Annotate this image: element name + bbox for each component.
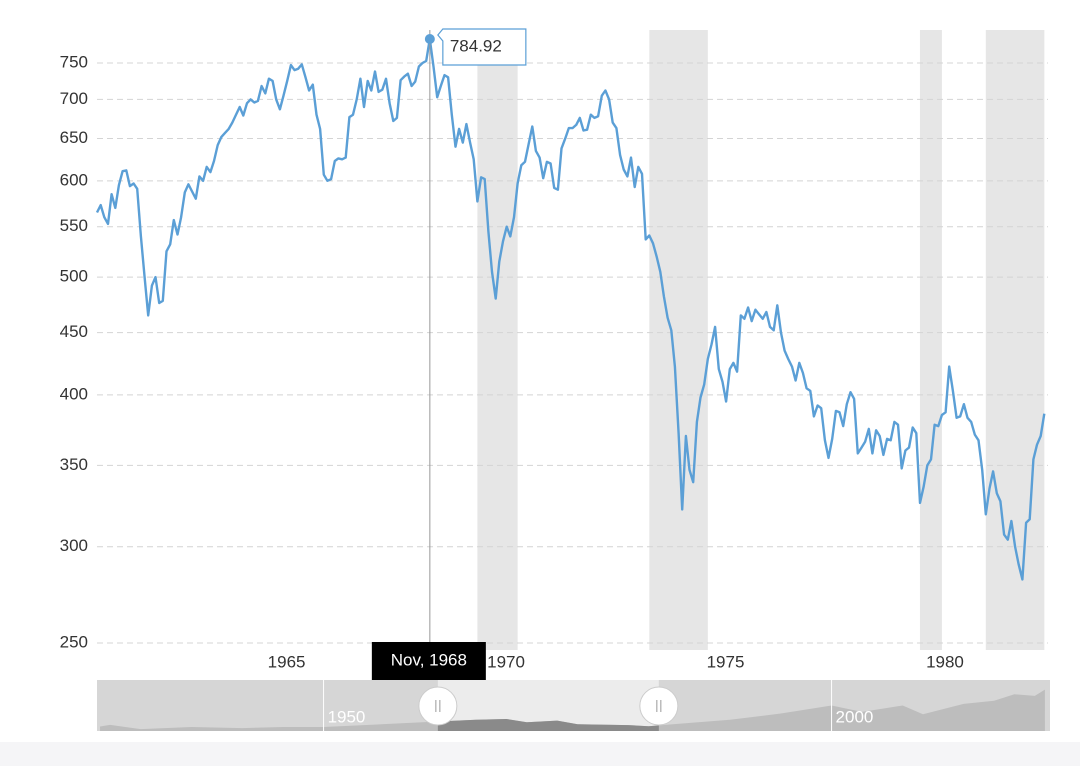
y-tick-label: 450 — [60, 322, 88, 341]
shaded-period — [477, 30, 518, 650]
crosshair-label-box — [371, 642, 486, 680]
y-tick-label: 250 — [60, 632, 88, 651]
navigator-tick-label: 1950 — [328, 707, 366, 726]
y-tick-label: 300 — [60, 536, 88, 555]
navigator-area-selected — [437, 719, 659, 731]
navigator-tick-label: 2000 — [836, 707, 874, 726]
y-tick-label: 350 — [60, 455, 88, 474]
tooltip-box — [437, 28, 527, 66]
series-line — [95, 37, 1046, 581]
y-tick-label: 500 — [60, 267, 88, 286]
navigator-handle[interactable] — [639, 686, 679, 726]
x-tick-label: 1965 — [268, 652, 306, 671]
shaded-period — [919, 30, 942, 650]
crosshair-label: Nov, 1968 — [391, 650, 467, 669]
navigator-handle[interactable] — [418, 686, 458, 726]
y-tick-label: 400 — [60, 384, 88, 403]
footer-strip — [0, 742, 1080, 766]
y-tick-label: 700 — [60, 89, 88, 108]
y-tick-label: 650 — [60, 128, 88, 147]
shaded-period — [649, 30, 708, 650]
navigator-area — [100, 689, 1045, 731]
y-tick-label: 600 — [60, 170, 88, 189]
shaded-period — [985, 30, 1045, 650]
x-tick-label: 1970 — [487, 652, 525, 671]
hover-point — [424, 33, 435, 44]
tooltip-value: 784.92 — [450, 36, 502, 55]
y-tick-label: 550 — [60, 216, 88, 235]
x-tick-label: 1980 — [926, 652, 964, 671]
x-tick-label: 1975 — [707, 652, 745, 671]
y-tick-label: 750 — [60, 52, 88, 71]
